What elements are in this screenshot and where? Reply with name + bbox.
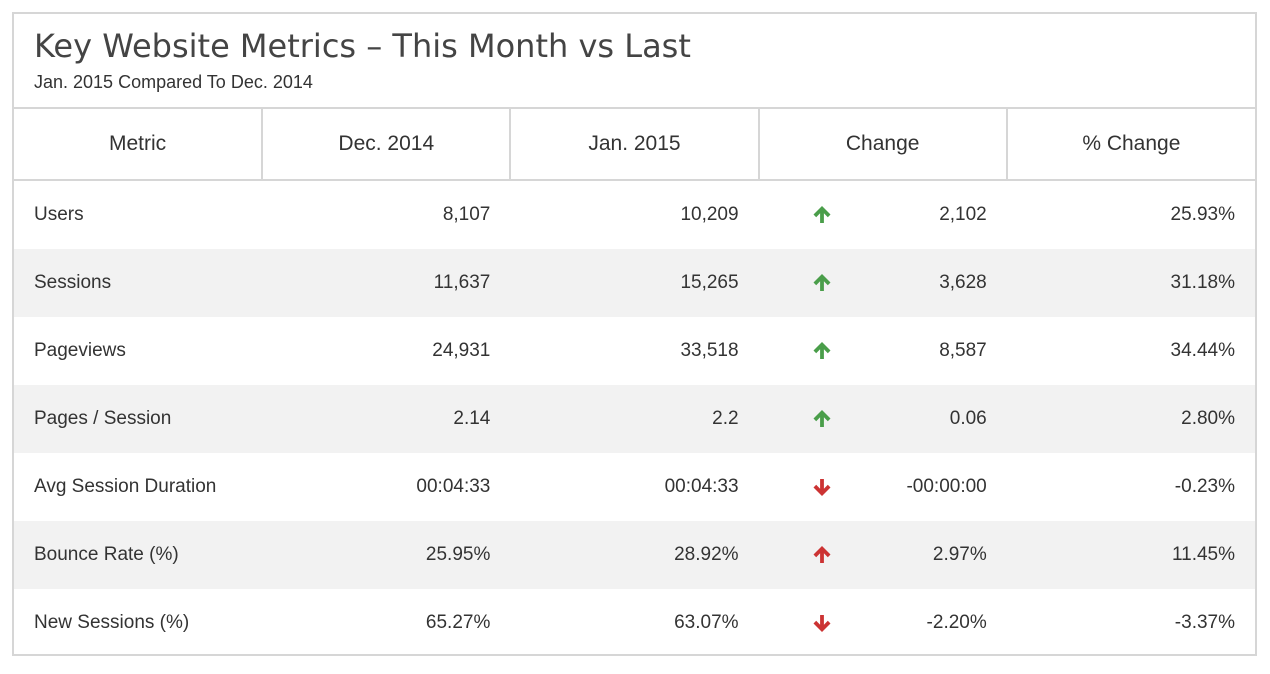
- table-row: Pages / Session 2.14 2.2 0.06 2.80%: [14, 385, 1255, 453]
- arrow-up-icon: [811, 204, 833, 226]
- current-value-cell: 33,518: [680, 340, 739, 361]
- arrow-up-icon: [811, 340, 833, 362]
- percent-change-cell: 31.18%: [1006, 249, 1255, 317]
- change-value: 8,587: [939, 340, 987, 361]
- percent-change-cell: -3.37%: [1174, 612, 1235, 633]
- change-value-cell: 3,628: [758, 249, 1007, 317]
- metric-name-cell: Sessions: [14, 249, 263, 317]
- arrow-down-icon: [811, 476, 833, 498]
- column-header-current: Jan. 2015: [510, 109, 760, 181]
- previous-value-cell: 8,107: [442, 204, 491, 225]
- column-header-metric: Metric: [14, 109, 264, 181]
- percent-change-cell: 25.93%: [1170, 204, 1235, 225]
- change-value-cell: 0.06: [758, 385, 1007, 453]
- change-value: 3,628: [939, 272, 987, 293]
- metric-name-cell: Bounce Rate (%): [14, 521, 263, 589]
- change-value-cell: -00:00:00: [759, 453, 1007, 521]
- table-body: Users 8,107 10,209 2,102 25.93% Sessions 11,63…: [14, 180, 1255, 657]
- metric-name-cell: Avg Session Duration: [34, 476, 217, 497]
- previous-value-cell: 65.27%: [425, 612, 491, 633]
- percent-change-cell: 11.45%: [1006, 521, 1255, 589]
- metrics-table: Metric Dec. 2014 Jan. 2015 Change % Chan…: [14, 109, 1255, 657]
- panel-header: Key Website Metrics – This Month vs Last…: [14, 14, 1255, 109]
- page-title: Key Website Metrics – This Month vs Last: [34, 27, 691, 65]
- change-value: 0.06: [949, 408, 987, 429]
- previous-value-cell: 00:04:33: [416, 476, 491, 497]
- subtitle-compared-to: Compared To: [118, 72, 226, 92]
- change-value: -00:00:00: [906, 476, 987, 497]
- previous-value-cell: 2.14: [262, 385, 511, 453]
- subtitle-current-period: Jan. 2015: [34, 72, 114, 92]
- column-header-percent-change: % Change: [1006, 109, 1255, 181]
- arrow-down-icon: [811, 612, 833, 634]
- table-row: New Sessions (%) 65.27% 63.07% -2.20% -3.37%: [14, 589, 1255, 657]
- table-row: Bounce Rate (%) 25.95% 28.92% 2.97% 11.45%: [14, 521, 1255, 589]
- metric-name-cell: Pages / Session: [14, 385, 263, 453]
- table-row: Users 8,107 10,209 2,102 25.93%: [14, 180, 1255, 249]
- percent-change-cell: 34.44%: [1170, 340, 1235, 361]
- change-value-cell: 2,102: [759, 180, 1007, 249]
- current-value-cell: 15,265: [510, 249, 759, 317]
- change-value-cell: 2.97%: [758, 521, 1007, 589]
- previous-value-cell: 11,637: [262, 249, 511, 317]
- arrow-up-icon: [811, 544, 833, 566]
- metric-name-cell: Pageviews: [34, 340, 126, 361]
- current-value-cell: 28.92%: [510, 521, 759, 589]
- change-value-cell: -2.20%: [759, 589, 1007, 657]
- subtitle-previous-period: Dec. 2014: [230, 72, 313, 92]
- current-value-cell: 63.07%: [674, 612, 739, 633]
- percent-change-cell: 2.80%: [1006, 385, 1255, 453]
- table-row: Avg Session Duration 00:04:33 00:04:33 -00:…: [14, 453, 1255, 521]
- table-header-row: Metric Dec. 2014 Jan. 2015 Change % Chan…: [14, 109, 1255, 181]
- metric-name-cell: Users: [34, 204, 84, 225]
- arrow-up-icon: [811, 272, 833, 294]
- column-header-previous: Dec. 2014: [262, 109, 512, 181]
- metric-name-cell: New Sessions (%): [34, 612, 190, 633]
- page-subtitle: Jan. 2015 Compared To Dec. 2014: [34, 72, 1255, 93]
- previous-value-cell: 25.95%: [262, 521, 511, 589]
- arrow-up-icon: [811, 408, 833, 430]
- current-value-cell: 10,209: [680, 204, 739, 225]
- change-value: 2,102: [939, 204, 987, 225]
- current-value-cell: 2.2: [510, 385, 759, 453]
- change-value: 2.97%: [932, 544, 987, 565]
- table-row: Sessions 11,637 15,265 3,628 31.18%: [14, 249, 1255, 317]
- change-value: -2.20%: [926, 612, 987, 633]
- percent-change-cell: -0.23%: [1174, 476, 1235, 497]
- previous-value-cell: 24,931: [432, 340, 491, 361]
- current-value-cell: 00:04:33: [664, 476, 739, 497]
- column-header-change: Change: [758, 109, 1008, 181]
- table-row: Pageviews 24,931 33,518 8,587 34.44%: [14, 317, 1255, 385]
- change-value-cell: 8,587: [759, 317, 1007, 385]
- metrics-panel: Key Website Metrics – This Month vs Last…: [12, 12, 1257, 656]
